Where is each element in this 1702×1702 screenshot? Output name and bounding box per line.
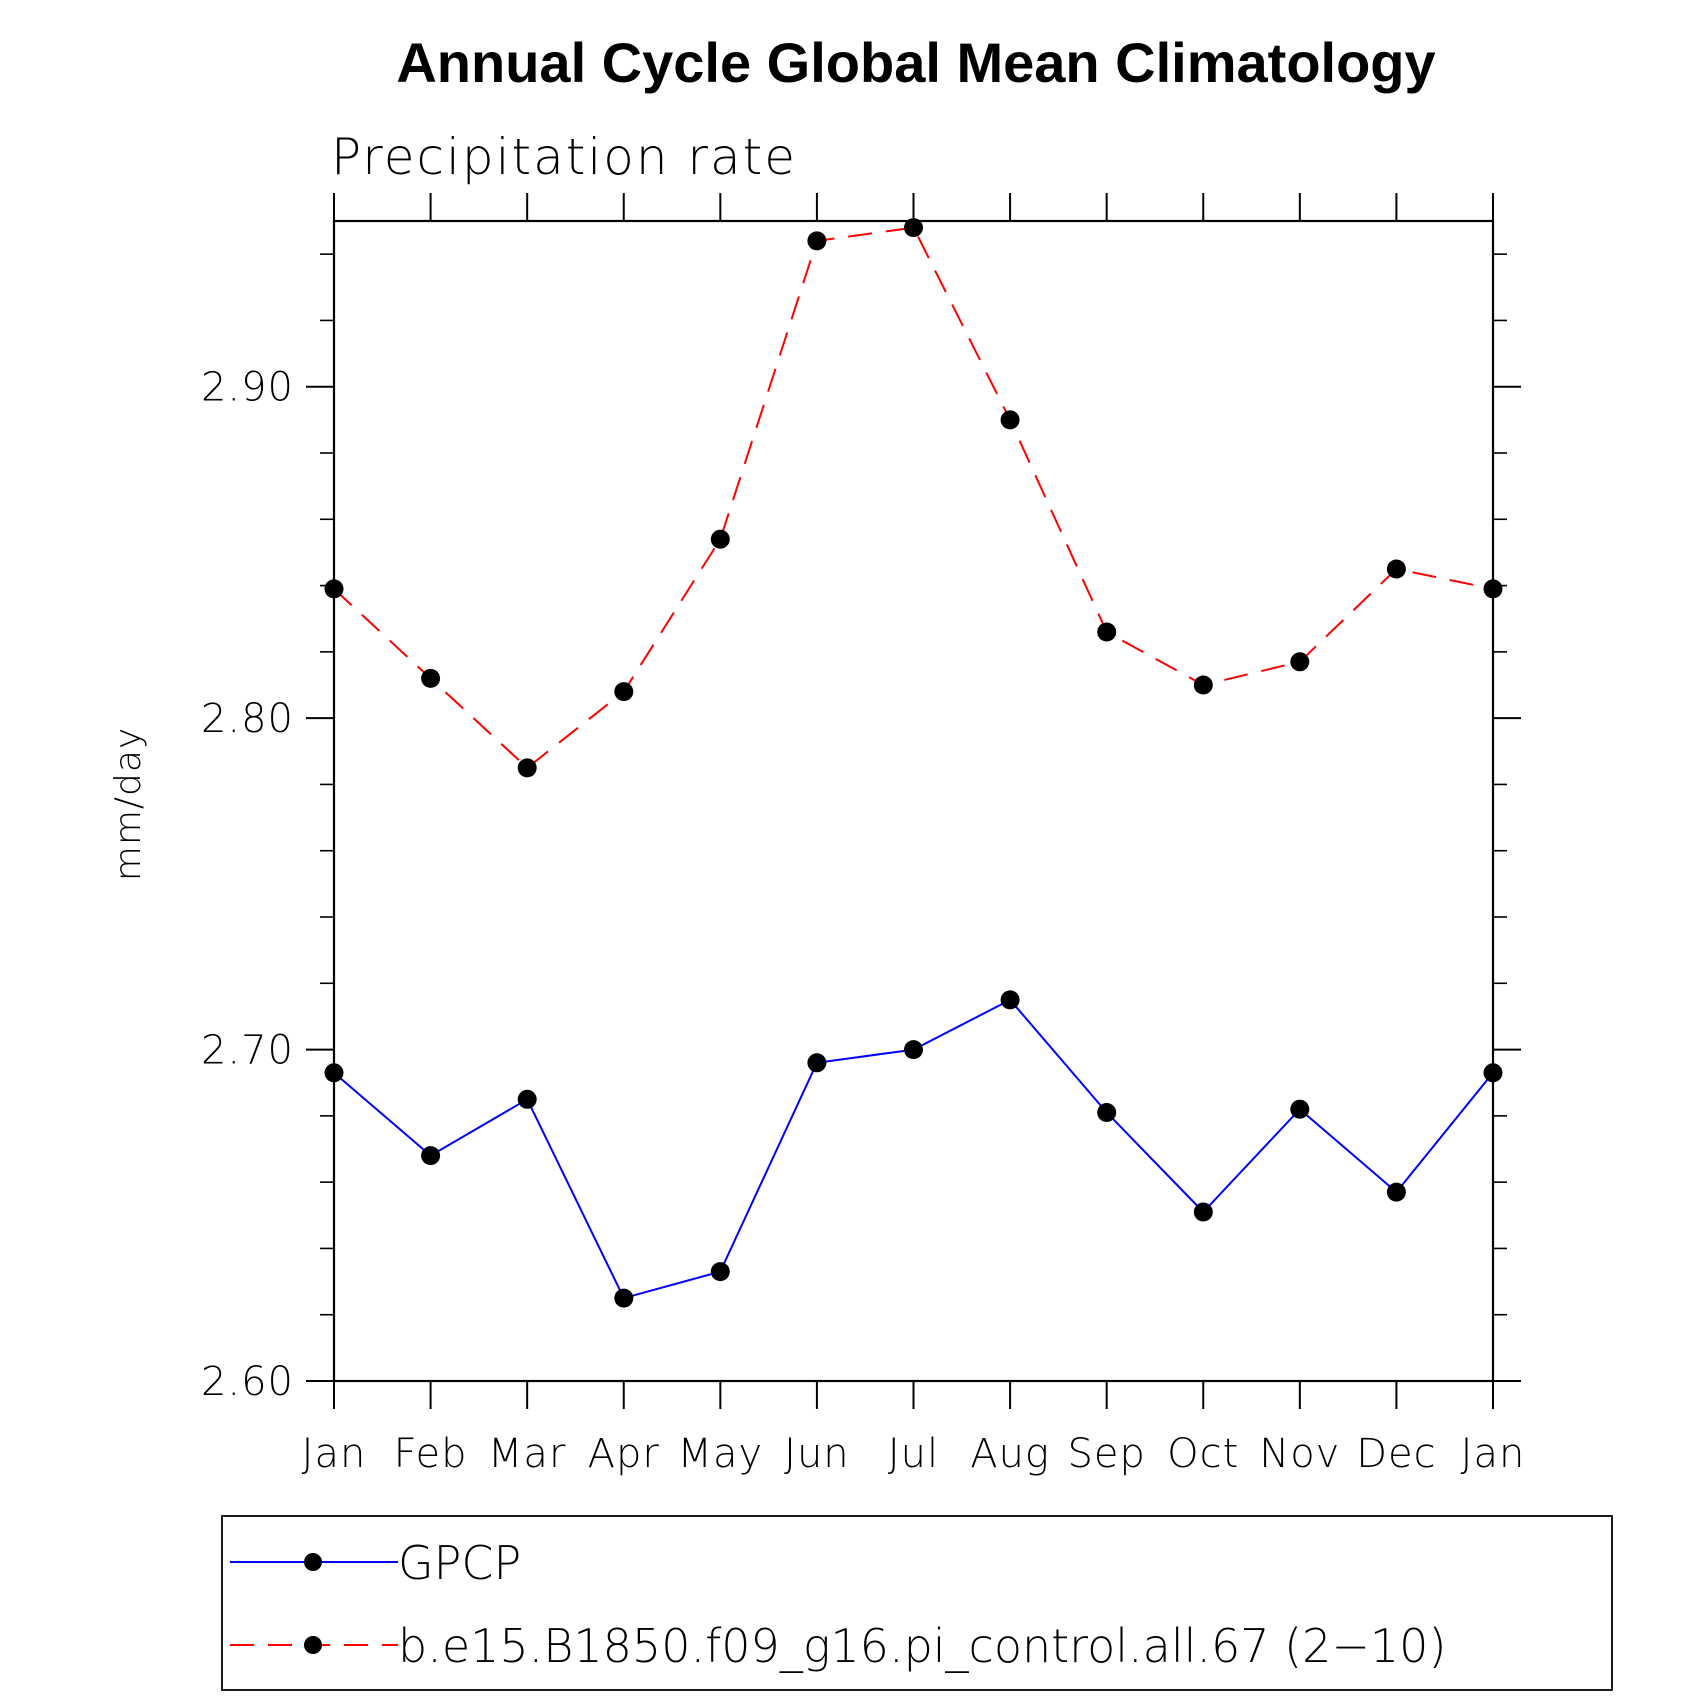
legend-label-gpcp: GPCP — [398, 1536, 521, 1590]
gpcp-point-nov — [1290, 1099, 1310, 1119]
gpcp-point-apr — [614, 1288, 634, 1308]
y-tick-label: 2.90 — [201, 365, 294, 411]
x-tick-label: Aug — [970, 1431, 1050, 1477]
model-point-sep — [1097, 622, 1117, 642]
model-point-may — [710, 529, 730, 549]
model-point-jul — [904, 218, 923, 238]
gpcp-point-jul — [904, 1040, 923, 1060]
x-tick-label: Dec — [1356, 1431, 1436, 1477]
x-tick-label: Jan — [1461, 1431, 1526, 1477]
gpcp-point-dec — [1386, 1182, 1406, 1202]
model-point-nov — [1290, 652, 1310, 672]
model-point-apr — [614, 682, 634, 702]
gpcp-point-feb — [421, 1146, 441, 1166]
gpcp-point-may — [710, 1262, 730, 1282]
chart-subtitle: Precipitation rate — [331, 128, 797, 186]
x-tick-label: Jul — [888, 1431, 939, 1477]
gpcp-point-mar — [517, 1089, 537, 1109]
legend-marker-model — [304, 1636, 322, 1654]
gpcp-point-oct — [1193, 1202, 1213, 1222]
legend-frame — [221, 1515, 1613, 1691]
legend: GPCP b.e15.B1850.f09_g16.pi_control.all.… — [221, 1515, 1613, 1691]
model-point-jan — [324, 579, 344, 599]
axes — [332, 219, 1495, 1383]
model-point-feb — [421, 668, 441, 688]
x-tick-label: Jun — [784, 1431, 850, 1477]
gpcp-point-jan — [324, 1063, 344, 1083]
y-tick-label: 2.60 — [201, 1359, 294, 1405]
series-line-model — [333, 226, 1494, 770]
legend-marker-gpcp — [304, 1553, 322, 1571]
gpcp-point-jun — [807, 1053, 827, 1073]
series-layer — [324, 218, 1503, 1308]
x-tick-label: Nov — [1259, 1431, 1340, 1477]
x-tick-label: Sep — [1067, 1431, 1145, 1477]
y-axis-label: mm/day — [108, 727, 149, 881]
model-point-aug — [1000, 410, 1020, 430]
x-tick-label: Oct — [1167, 1431, 1239, 1477]
x-tick-label: Apr — [588, 1431, 660, 1477]
x-tick-label: Feb — [394, 1431, 468, 1477]
gpcp-point-jan-end — [1483, 1063, 1503, 1083]
legend-label-model: b.e15.B1850.f09_g16.pi_control.all.67 (2… — [398, 1619, 1446, 1673]
y-tick-label: 2.80 — [201, 696, 294, 742]
model-point-jun — [807, 231, 827, 251]
x-tick-label: May — [677, 1431, 763, 1477]
chart-title: Annual Cycle Global Mean Climatology — [396, 31, 1435, 94]
model-point-oct — [1193, 675, 1213, 695]
plot-frame — [332, 219, 1495, 1383]
x-tick-label: Mar — [488, 1431, 566, 1477]
model-point-jan-end — [1483, 579, 1503, 599]
gpcp-point-aug — [1000, 990, 1020, 1010]
x-tick-label: Jan — [302, 1431, 367, 1477]
y-tick-label: 2.70 — [201, 1028, 294, 1074]
axis-ticks: Jan Feb Mar Apr May Jun Jul Aug Sep Oct Nov Dec Jan2… — [201, 193, 1526, 1477]
model-point-mar — [517, 758, 537, 778]
model-point-dec — [1386, 559, 1406, 579]
gpcp-point-sep — [1097, 1103, 1117, 1122]
